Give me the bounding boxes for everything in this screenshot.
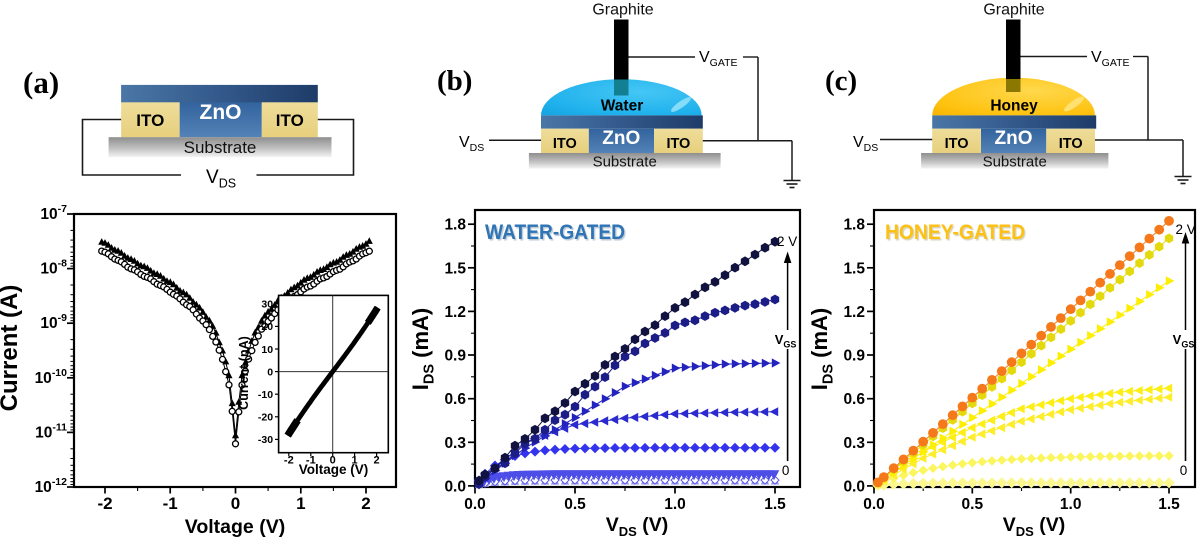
svg-text:Substrate: Substrate: [983, 154, 1047, 171]
svg-text:Current (nA): Current (nA): [237, 336, 251, 410]
svg-text:Honey: Honey: [990, 98, 1038, 115]
svg-text:0.0: 0.0: [464, 496, 486, 513]
svg-text:30: 30: [261, 299, 273, 311]
svg-text:0.3: 0.3: [444, 435, 466, 452]
svg-text:Water: Water: [601, 98, 644, 115]
svg-text:1: 1: [352, 455, 358, 467]
svg-text:-1: -1: [306, 455, 316, 467]
svg-text:VDS (V): VDS (V): [1003, 514, 1066, 539]
svg-text:(c): (c): [825, 65, 857, 97]
svg-text:ITO: ITO: [136, 111, 164, 130]
svg-text:VDS (V): VDS (V): [606, 514, 669, 539]
svg-text:-20: -20: [258, 412, 273, 424]
svg-text:ITO: ITO: [553, 136, 577, 152]
svg-text:-2: -2: [97, 494, 112, 513]
svg-text:Voltage (V): Voltage (V): [299, 462, 369, 477]
svg-text:VGATE: VGATE: [1091, 49, 1129, 69]
svg-text:WATER-GATED: WATER-GATED: [485, 220, 625, 244]
svg-text:10-7: 10-7: [40, 203, 67, 223]
svg-text:-1: -1: [163, 494, 178, 513]
svg-text:0.5: 0.5: [564, 496, 586, 513]
svg-text:Voltage (V): Voltage (V): [185, 516, 285, 538]
svg-text:0.6: 0.6: [444, 391, 466, 408]
svg-text:-2: -2: [284, 455, 294, 467]
svg-text:10-10: 10-10: [35, 367, 68, 387]
svg-text:Graphite: Graphite: [592, 2, 653, 19]
svg-text:1.2: 1.2: [444, 304, 466, 321]
svg-text:VDS: VDS: [206, 167, 236, 191]
svg-text:Substrate: Substrate: [184, 138, 257, 157]
svg-text:VGS: VGS: [775, 332, 797, 350]
svg-text:1.0: 1.0: [1060, 496, 1082, 513]
svg-text:2: 2: [361, 494, 370, 513]
svg-text:0.0: 0.0: [843, 478, 865, 495]
svg-text:1: 1: [296, 494, 305, 513]
svg-text:ITO: ITO: [945, 136, 969, 152]
svg-text:Graphite: Graphite: [983, 2, 1044, 19]
svg-text:2 V: 2 V: [1176, 222, 1196, 237]
svg-text:0.9: 0.9: [444, 348, 466, 365]
svg-text:ITO: ITO: [666, 136, 690, 152]
svg-text:-30: -30: [258, 434, 273, 446]
svg-text:0.3: 0.3: [843, 435, 865, 452]
svg-text:VDS: VDS: [853, 134, 878, 154]
svg-text:10-8: 10-8: [40, 258, 67, 278]
svg-text:1.5: 1.5: [843, 260, 865, 277]
svg-text:HONEY-GATED: HONEY-GATED: [885, 220, 1025, 244]
svg-text:IDS (mA): IDS (mA): [807, 308, 837, 391]
svg-text:ITO: ITO: [1059, 136, 1083, 152]
svg-text:(b): (b): [437, 65, 472, 97]
svg-text:1.0: 1.0: [664, 496, 686, 513]
svg-text:1.5: 1.5: [444, 260, 466, 277]
svg-text:0: 0: [782, 463, 790, 478]
svg-text:0: 0: [1180, 463, 1188, 478]
svg-text:ITO: ITO: [276, 111, 304, 130]
svg-text:1.8: 1.8: [444, 217, 466, 234]
svg-text:0.6: 0.6: [843, 391, 865, 408]
svg-text:0: 0: [231, 494, 240, 513]
svg-text:ZnO: ZnO: [200, 101, 242, 124]
svg-text:10-11: 10-11: [35, 421, 67, 441]
svg-text:1.5: 1.5: [1158, 496, 1180, 513]
svg-text:2 V: 2 V: [777, 234, 797, 249]
svg-text:0.9: 0.9: [843, 348, 865, 365]
svg-text:0: 0: [267, 366, 273, 378]
svg-text:VDS: VDS: [459, 134, 484, 154]
svg-text:0.0: 0.0: [863, 496, 885, 513]
svg-text:(a): (a): [23, 65, 59, 100]
svg-text:Substrate: Substrate: [593, 154, 657, 171]
svg-text:0.0: 0.0: [444, 478, 466, 495]
svg-text:1.5: 1.5: [764, 496, 786, 513]
svg-text:-10: -10: [258, 389, 273, 401]
svg-text:20: 20: [261, 321, 273, 333]
svg-text:1.8: 1.8: [843, 217, 865, 234]
svg-text:IDS (mA): IDS (mA): [408, 308, 438, 391]
svg-text:0.5: 0.5: [962, 496, 984, 513]
svg-text:0: 0: [330, 455, 336, 467]
svg-text:10-12: 10-12: [35, 476, 68, 496]
svg-text:VGS: VGS: [1173, 332, 1195, 350]
svg-text:1.2: 1.2: [843, 304, 865, 321]
svg-text:10: 10: [261, 344, 273, 356]
svg-text:10-9: 10-9: [40, 312, 67, 332]
svg-text:ZnO: ZnO: [602, 128, 640, 149]
svg-text:VGATE: VGATE: [699, 49, 737, 69]
svg-text:Current (A): Current (A): [0, 285, 23, 412]
svg-text:2: 2: [374, 455, 380, 467]
svg-text:ZnO: ZnO: [995, 128, 1033, 149]
